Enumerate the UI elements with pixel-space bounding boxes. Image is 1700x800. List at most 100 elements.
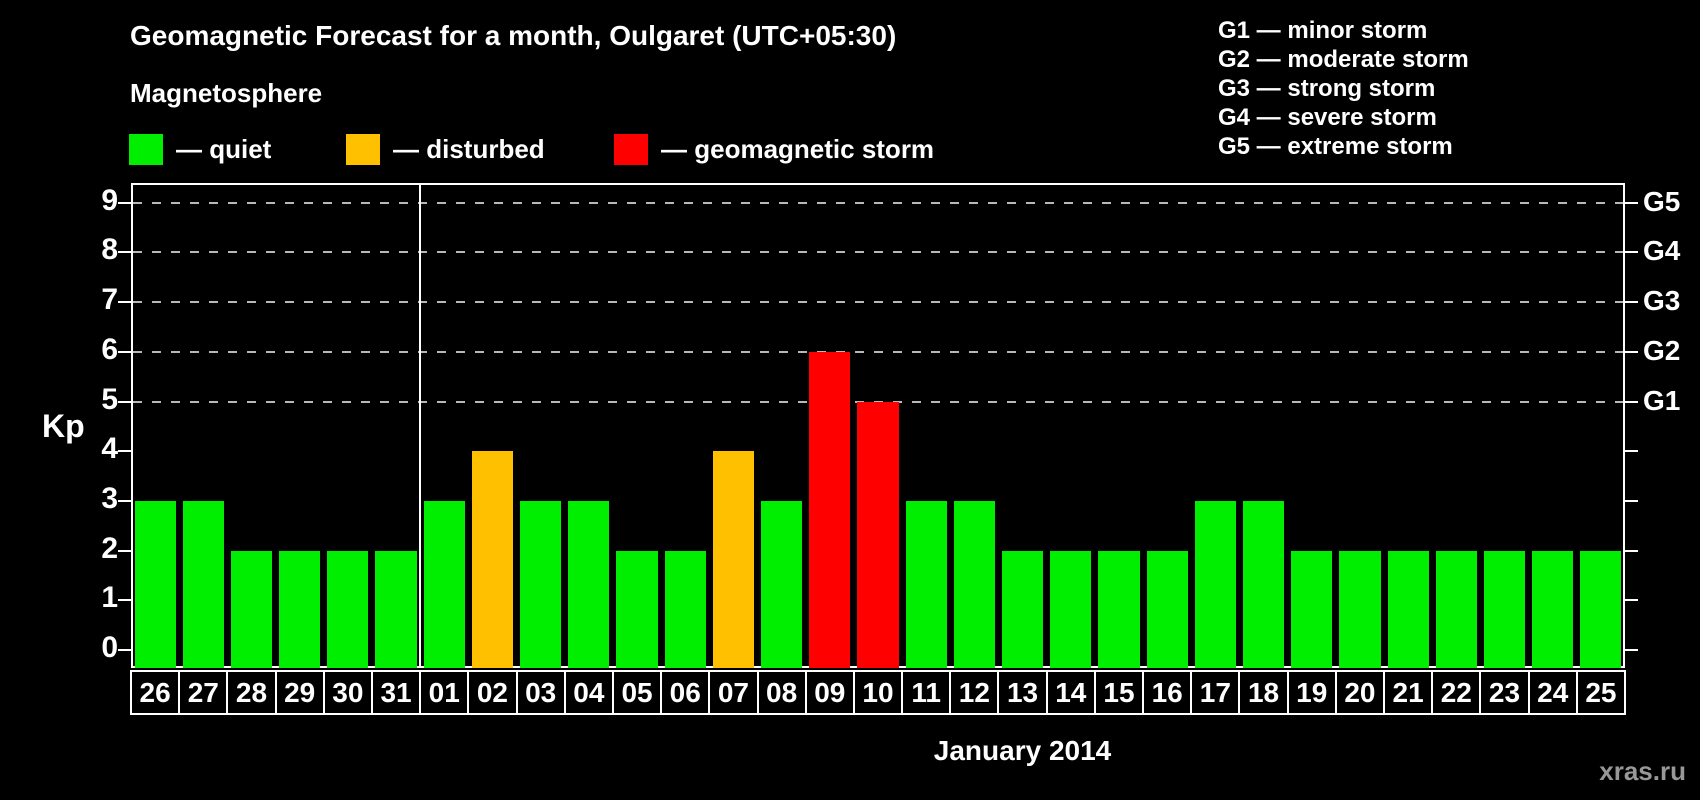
y-tick-left: [118, 201, 131, 204]
day-label: 20: [1334, 670, 1386, 715]
y-tick-right: [1625, 350, 1638, 353]
day-label: 22: [1431, 670, 1482, 715]
page-title: Geomagnetic Forecast for a month, Oulgar…: [130, 20, 897, 51]
g-legend-line-g1: G1 — minor storm: [1218, 17, 1428, 44]
kp-bar: [1339, 550, 1381, 668]
gridline-kp8: [133, 251, 1623, 254]
day-label: 19: [1286, 670, 1337, 715]
y-tick-left: [118, 499, 131, 502]
kp-bar: [1532, 550, 1574, 668]
kp-bar: [1291, 550, 1333, 668]
kp-bar: [857, 401, 899, 668]
g-legend-line-g5: G5 — extreme storm: [1218, 133, 1453, 160]
watermark: xras.ru: [1599, 756, 1686, 786]
g-legend-line-g3: G3 — strong storm: [1218, 75, 1436, 102]
day-label: 17: [1190, 670, 1241, 715]
kp-bar: [1050, 550, 1092, 668]
kp-bar: [1435, 550, 1477, 668]
kp-bar-chart: [131, 183, 1625, 668]
kp-bar: [375, 550, 417, 668]
kp-bar: [520, 500, 562, 668]
day-label: 15: [1093, 670, 1145, 715]
kp-bar: [134, 500, 176, 668]
disturbed-color-swatch: [346, 133, 380, 165]
magnetosphere-label: Magnetosphere: [130, 78, 323, 108]
g-level-label-g2: G2: [1643, 334, 1681, 366]
y-tick-right: [1625, 549, 1638, 552]
y-tick-label: 6: [101, 332, 118, 366]
y-tick-right: [1625, 499, 1638, 502]
g-level-label-g1: G1: [1643, 384, 1681, 416]
kp-bar: [1001, 550, 1044, 668]
kp-bar: [1387, 550, 1429, 668]
gridline-kp6: [133, 350, 1623, 353]
y-tick-left: [118, 350, 131, 353]
legend-item-disturbed: — disturbed: [346, 133, 545, 165]
kp-bar: [664, 550, 706, 668]
y-tick-right: [1625, 599, 1638, 602]
day-label: 14: [1045, 670, 1096, 715]
day-label: 04: [563, 670, 614, 715]
y-tick-left: [118, 649, 131, 651]
day-label: 25: [1575, 670, 1626, 715]
day-label: 29: [274, 670, 325, 715]
kp-bar: [616, 550, 658, 668]
kp-bar: [1580, 550, 1622, 668]
y-tick-label: 0: [101, 631, 118, 664]
day-label: 26: [130, 670, 181, 715]
day-label: 01: [419, 670, 470, 715]
g-level-label-g3: G3: [1643, 285, 1681, 317]
y-tick-label: 2: [101, 531, 118, 565]
y-tick-left: [118, 450, 131, 453]
day-label: 13: [997, 670, 1048, 715]
kp-bar: [712, 451, 754, 668]
kp-bar: [423, 500, 465, 668]
day-label: 10: [852, 670, 904, 715]
y-tick-label: 9: [101, 183, 118, 217]
y-tick-right: [1625, 301, 1638, 304]
kp-bar: [182, 500, 224, 668]
y-tick-left: [118, 599, 131, 602]
day-label: 08: [756, 670, 807, 715]
day-label: 18: [1238, 670, 1289, 715]
y-tick-label: 7: [101, 283, 118, 317]
day-label: 06: [660, 670, 711, 715]
kp-bar: [1194, 500, 1236, 668]
day-axis: 26 27 28 29 30 31 01 02 03 04 05 06 07 08 09 10 11 12 13 14…: [130, 670, 1626, 715]
g-level-label-g5: G5: [1643, 185, 1681, 217]
day-label: 24: [1527, 670, 1578, 715]
kp-bar: [230, 550, 273, 668]
y-tick-left: [118, 549, 131, 552]
day-label: 31: [370, 670, 422, 715]
legend-item-quiet: — quiet: [129, 133, 271, 165]
kp-bar: [1098, 550, 1140, 668]
kp-bar: [1146, 550, 1188, 668]
day-label: 21: [1383, 670, 1434, 715]
day-label: 11: [901, 670, 952, 715]
y-axis-title: Kp: [42, 408, 85, 444]
gridline-kp7: [133, 301, 1623, 304]
y-tick-label: 8: [101, 233, 118, 267]
kp-bar: [1483, 550, 1526, 668]
y-tick-right: [1625, 251, 1638, 254]
y-tick-left: [118, 400, 131, 403]
y-tick-right: [1625, 400, 1638, 403]
kp-bar: [953, 500, 995, 668]
g-legend-line-g2: G2 — moderate storm: [1218, 46, 1469, 73]
day-label: 03: [515, 670, 566, 715]
storm-color-swatch: [614, 133, 648, 165]
y-tick-left: [118, 301, 131, 304]
kp-bar: [327, 550, 369, 668]
kp-bar: [761, 500, 803, 668]
y-tick-right: [1625, 450, 1638, 453]
kp-bar: [568, 500, 610, 668]
y-tick-right: [1625, 649, 1638, 651]
gridline-kp9: [133, 201, 1623, 204]
day-label: 23: [1479, 670, 1530, 715]
day-label: 12: [949, 670, 1000, 715]
quiet-color-swatch: [129, 133, 163, 165]
month-separator: [419, 183, 422, 668]
day-label: 07: [708, 670, 759, 715]
legend-label-storm: — geomagnetic storm: [661, 133, 935, 164]
day-label: 27: [178, 670, 229, 715]
